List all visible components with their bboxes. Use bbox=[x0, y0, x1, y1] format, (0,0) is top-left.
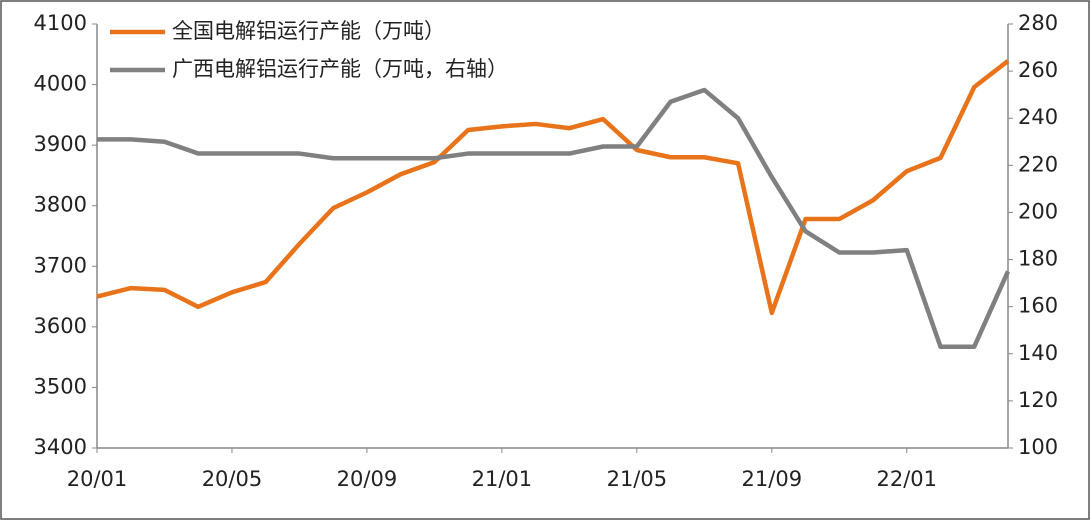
y-tick-label: 3500 bbox=[34, 374, 87, 398]
series-line bbox=[96, 59, 1010, 316]
x-tick-label: 21/01 bbox=[472, 467, 533, 491]
x-tick-label: 20/01 bbox=[67, 467, 128, 491]
y-tick-label: 3800 bbox=[34, 193, 87, 217]
y2-tick-label: 280 bbox=[1018, 11, 1058, 35]
y-tick-label: 3700 bbox=[34, 253, 87, 277]
y2-tick-label: 200 bbox=[1018, 199, 1058, 223]
y-tick-label: 4100 bbox=[34, 11, 87, 35]
y2-tick-label: 220 bbox=[1018, 152, 1058, 176]
y2-tick-label: 160 bbox=[1018, 294, 1058, 318]
y-tick-label: 3400 bbox=[34, 435, 87, 459]
y-tick-label: 4000 bbox=[34, 72, 87, 96]
x-tick-label: 21/05 bbox=[607, 467, 668, 491]
y2-tick-label: 100 bbox=[1018, 435, 1058, 459]
y2-tick-label: 180 bbox=[1018, 247, 1058, 271]
y2-tick-label: 120 bbox=[1018, 388, 1058, 412]
legend-label: 全国电解铝运行产能（万吨） bbox=[172, 19, 445, 43]
y2-tick-label: 240 bbox=[1018, 105, 1058, 129]
series-line bbox=[97, 87, 1011, 349]
x-tick-label: 22/01 bbox=[877, 467, 938, 491]
x-tick-label: 20/09 bbox=[337, 467, 398, 491]
y2-tick-label: 260 bbox=[1018, 58, 1058, 82]
y2-tick-label: 140 bbox=[1018, 341, 1058, 365]
y-tick-label: 3600 bbox=[34, 314, 87, 338]
x-tick-label: 21/09 bbox=[742, 467, 803, 491]
x-tick-label: 20/05 bbox=[202, 467, 263, 491]
y-tick-label: 3900 bbox=[34, 132, 87, 156]
legend-label: 广西电解铝运行产能（万吨，右轴） bbox=[172, 57, 508, 81]
